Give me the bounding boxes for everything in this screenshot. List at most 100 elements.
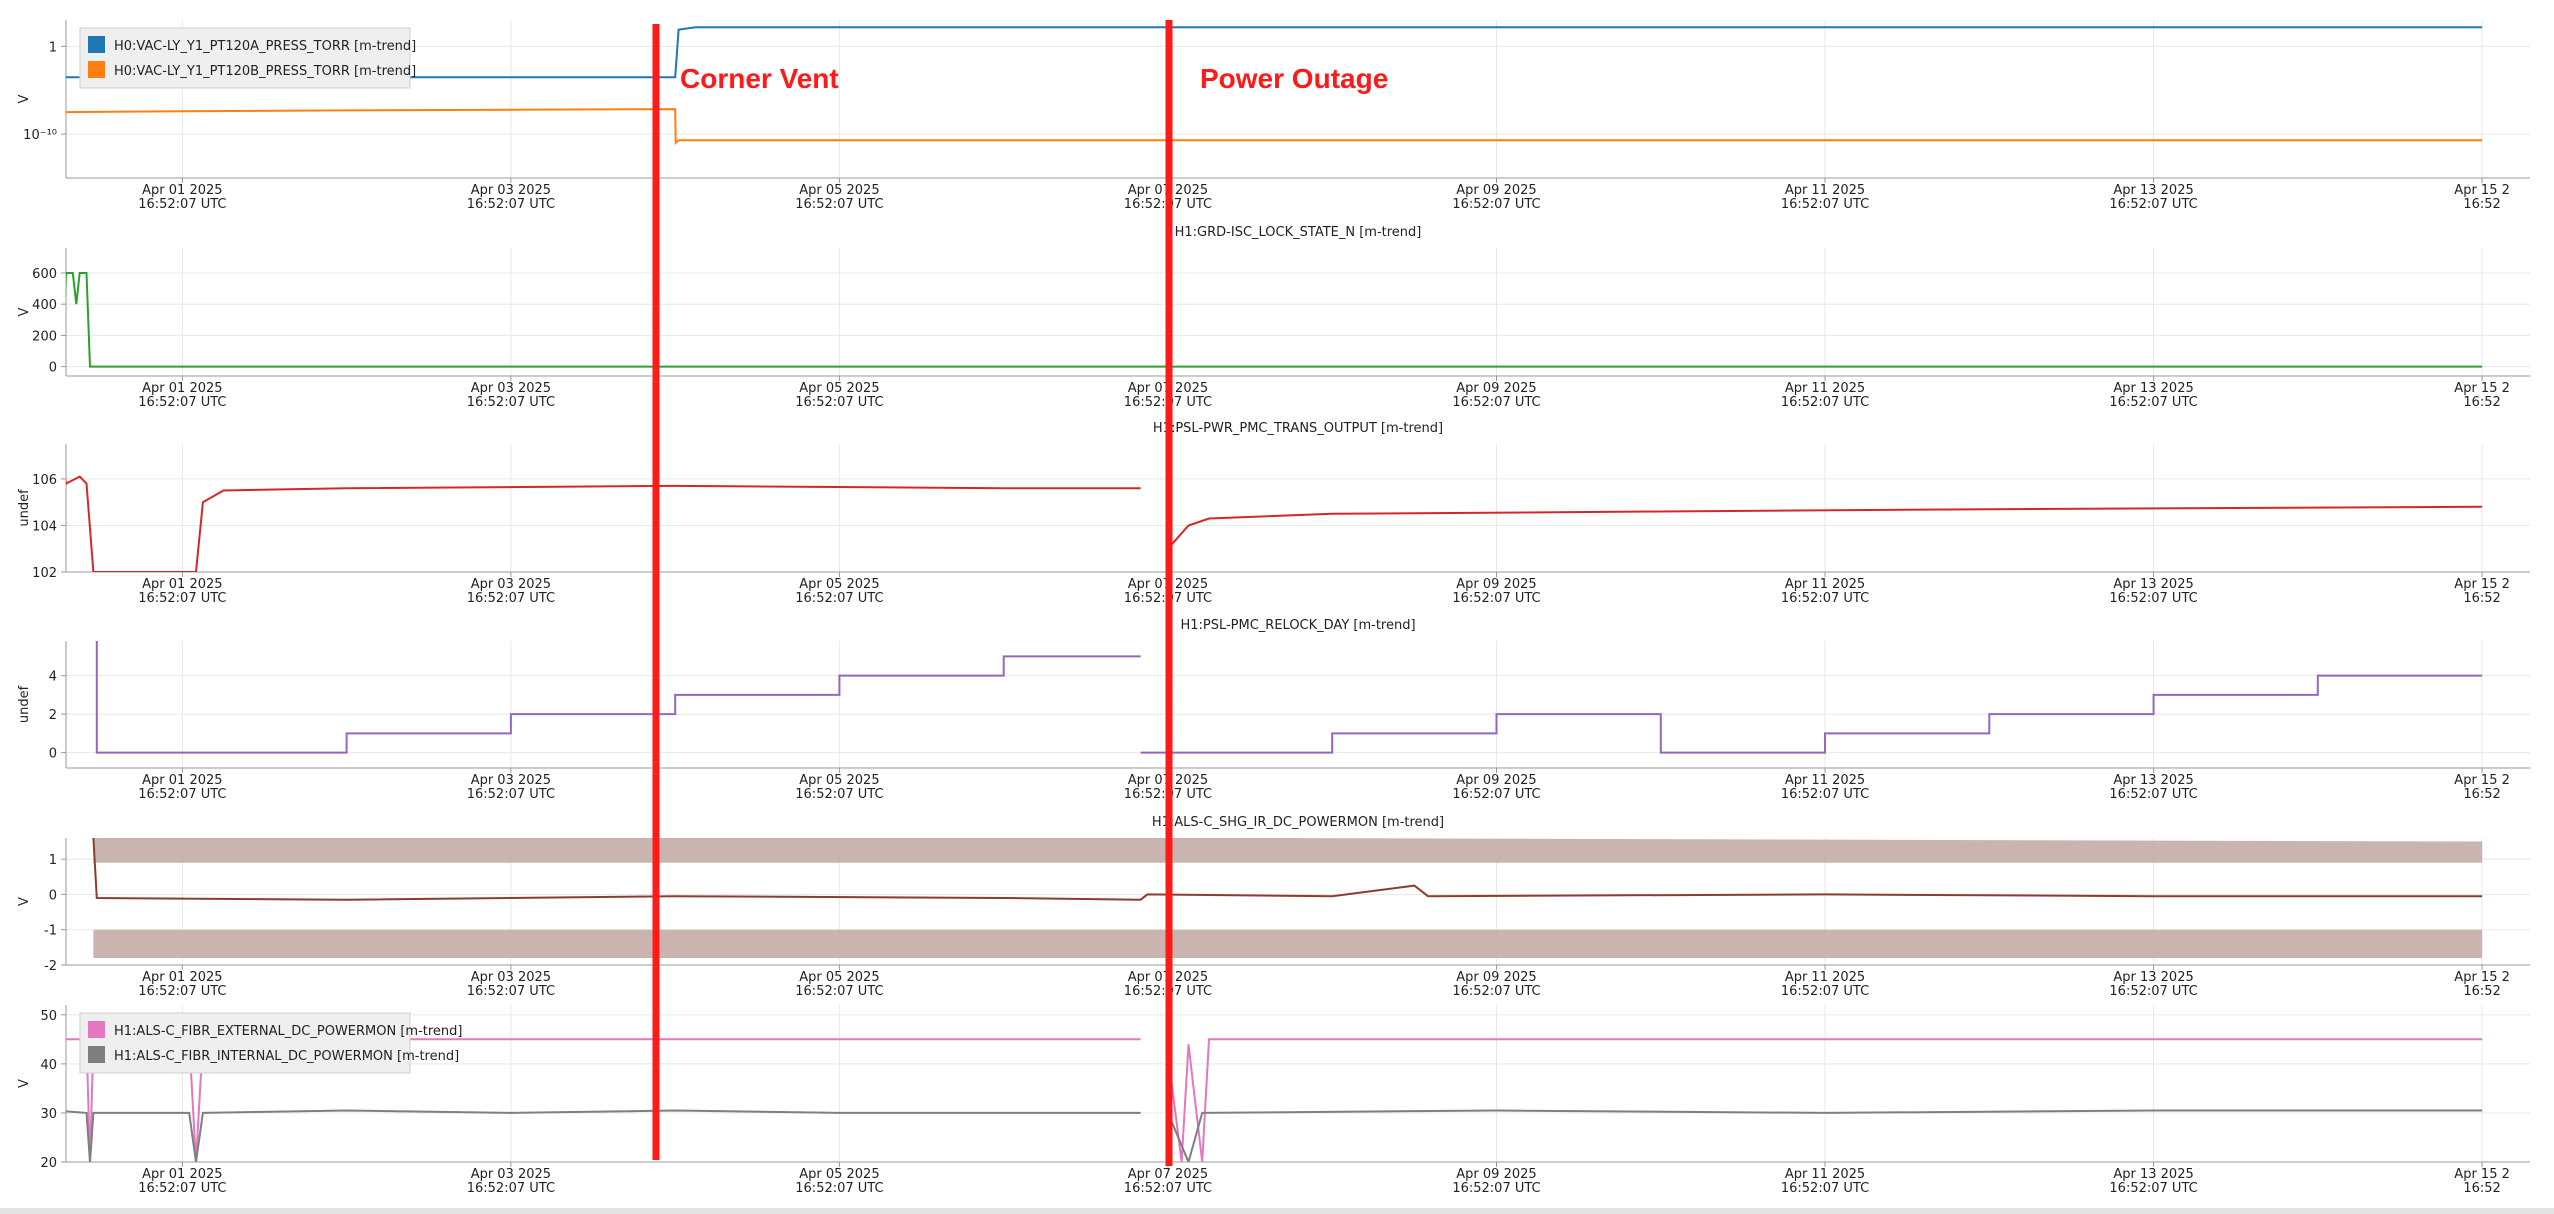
x-tick-label: Apr 05 2025 [799,381,879,396]
panel-title: H1:PSL-PWR_PMC_TRANS_OUTPUT [m-trend] [1153,421,1443,436]
x-tick-label: Apr 15 2 [2454,970,2510,985]
y-axis-label: V [17,897,32,906]
y-tick-label: 0 [49,747,57,762]
x-tick-sublabel: 16:52:07 UTC [138,1181,226,1196]
x-tick-label: Apr 05 2025 [799,577,879,592]
x-tick-sublabel: 16:52:07 UTC [2109,591,2197,606]
x-tick-sublabel: 16:52:07 UTC [467,1181,555,1196]
x-tick-label: Apr 15 2 [2454,1167,2510,1182]
x-tick-label: Apr 11 2025 [1785,970,1865,985]
x-tick-label: Apr 09 2025 [1456,577,1536,592]
panel-data [66,475,2483,572]
x-tick-label: Apr 09 2025 [1456,773,1536,788]
panel-title: H1:PSL-PMC_RELOCK_DAY [m-trend] [1180,618,1415,633]
x-tick-sublabel: 16:52:07 UTC [138,984,226,999]
x-tick-sublabel: 16:52:07 UTC [2109,984,2197,999]
series-line [66,1109,2483,1162]
x-tick-label: Apr 11 2025 [1785,381,1865,396]
x-tick-sublabel: 16:52:07 UTC [138,395,226,410]
x-tick-label: Apr 13 2025 [2113,381,2193,396]
x-tick-label: Apr 03 2025 [471,1167,551,1182]
legend-box [79,27,411,89]
x-tick-label: Apr 01 2025 [142,381,222,396]
x-tick-sublabel: 16:52 [2463,591,2500,606]
x-tick-sublabel: 16:52:07 UTC [1781,395,1869,410]
x-tick-label: Apr 05 2025 [799,773,879,788]
x-tick-sublabel: 16:52:07 UTC [1452,787,1540,802]
x-tick-label: Apr 09 2025 [1456,1167,1536,1182]
x-tick-label: Apr 09 2025 [1456,381,1536,396]
x-tick-sublabel: 16:52:07 UTC [467,197,555,212]
panel-data [66,272,2483,368]
legend: H0:VAC-LY_Y1_PT120A_PRESS_TORR [m-trend]… [79,27,416,89]
x-tick-sublabel: 16:52 [2463,395,2500,410]
x-tick-label: Apr 01 2025 [142,577,222,592]
bottom-scrollbar[interactable] [0,1208,2554,1214]
y-tick-label: 600 [32,267,57,282]
x-tick-sublabel: 16:52:07 UTC [138,197,226,212]
x-tick-sublabel: 16:52:07 UTC [467,395,555,410]
x-tick-sublabel: 16:52:07 UTC [1781,984,1869,999]
x-tick-label: Apr 13 2025 [2113,577,2193,592]
x-tick-sublabel: 16:52:07 UTC [467,787,555,802]
x-tick-sublabel: 16:52:07 UTC [2109,395,2197,410]
x-tick-sublabel: 16:52:07 UTC [1452,591,1540,606]
x-tick-sublabel: 16:52 [2463,984,2500,999]
x-tick-sublabel: 16:52:07 UTC [1781,787,1869,802]
x-tick-label: Apr 01 2025 [142,970,222,985]
x-tick-label: Apr 01 2025 [142,1167,222,1182]
y-tick-label: 4 [49,670,57,685]
y-axis-label: V [17,307,32,316]
y-tick-label: 1 [49,40,57,55]
x-tick-label: Apr 01 2025 [142,773,222,788]
legend: H1:ALS-C_FIBR_EXTERNAL_DC_POWERMON [m-tr… [79,1012,463,1074]
y-tick-label: 30 [40,1107,57,1122]
y-axis-label: undef [17,489,32,527]
x-tick-label: Apr 01 2025 [142,183,222,198]
x-tick-sublabel: 16:52 [2463,197,2500,212]
x-tick-sublabel: 16:52:07 UTC [2109,787,2197,802]
x-tick-sublabel: 16:52:07 UTC [1452,1181,1540,1196]
x-tick-label: Apr 15 2 [2454,773,2510,788]
x-tick-label: Apr 13 2025 [2113,1167,2193,1182]
x-tick-sublabel: 16:52:07 UTC [467,984,555,999]
legend-swatch [88,1021,105,1038]
x-tick-label: Apr 15 2 [2454,183,2510,198]
legend-entry-label: H0:VAC-LY_Y1_PT120A_PRESS_TORR [m-trend] [114,39,416,54]
x-tick-label: Apr 03 2025 [471,970,551,985]
x-tick-label: Apr 13 2025 [2113,970,2193,985]
y-axis-label: undef [17,685,32,723]
legend-swatch [88,1046,105,1063]
y-tick-label: -2 [44,959,57,974]
x-tick-sublabel: 16:52:07 UTC [138,591,226,606]
y-axis-label: V [17,94,32,103]
series-band [93,838,2483,863]
panel-title: H1:GRD-ISC_LOCK_STATE_N [m-trend] [1175,225,1422,240]
y-tick-label: -1 [44,924,57,939]
x-tick-sublabel: 16:52:07 UTC [467,591,555,606]
annotation-label: Power Outage [1200,63,1388,94]
x-tick-sublabel: 16:52:07 UTC [1124,1181,1212,1196]
x-tick-sublabel: 16:52 [2463,1181,2500,1196]
x-tick-label: Apr 11 2025 [1785,183,1865,198]
x-tick-sublabel: 16:52:07 UTC [1781,1181,1869,1196]
x-tick-label: Apr 05 2025 [799,183,879,198]
y-tick-label: 50 [40,1009,57,1024]
y-tick-label: 104 [32,519,57,534]
y-tick-label: 400 [32,298,57,313]
y-tick-label: 40 [40,1058,57,1073]
x-tick-sublabel: 16:52:07 UTC [138,787,226,802]
x-tick-sublabel: 16:52:07 UTC [1781,197,1869,212]
legend-entry-label: H0:VAC-LY_Y1_PT120B_PRESS_TORR [m-trend] [114,64,416,79]
y-tick-label: 200 [32,329,57,344]
annotation-marker: Power Outage [1165,20,1388,1166]
x-tick-label: Apr 03 2025 [471,381,551,396]
y-tick-label: 10⁻¹⁰ [23,128,57,143]
annotation-line [1165,20,1173,1166]
x-tick-sublabel: 16:52:07 UTC [795,395,883,410]
legend-box [79,1012,411,1074]
